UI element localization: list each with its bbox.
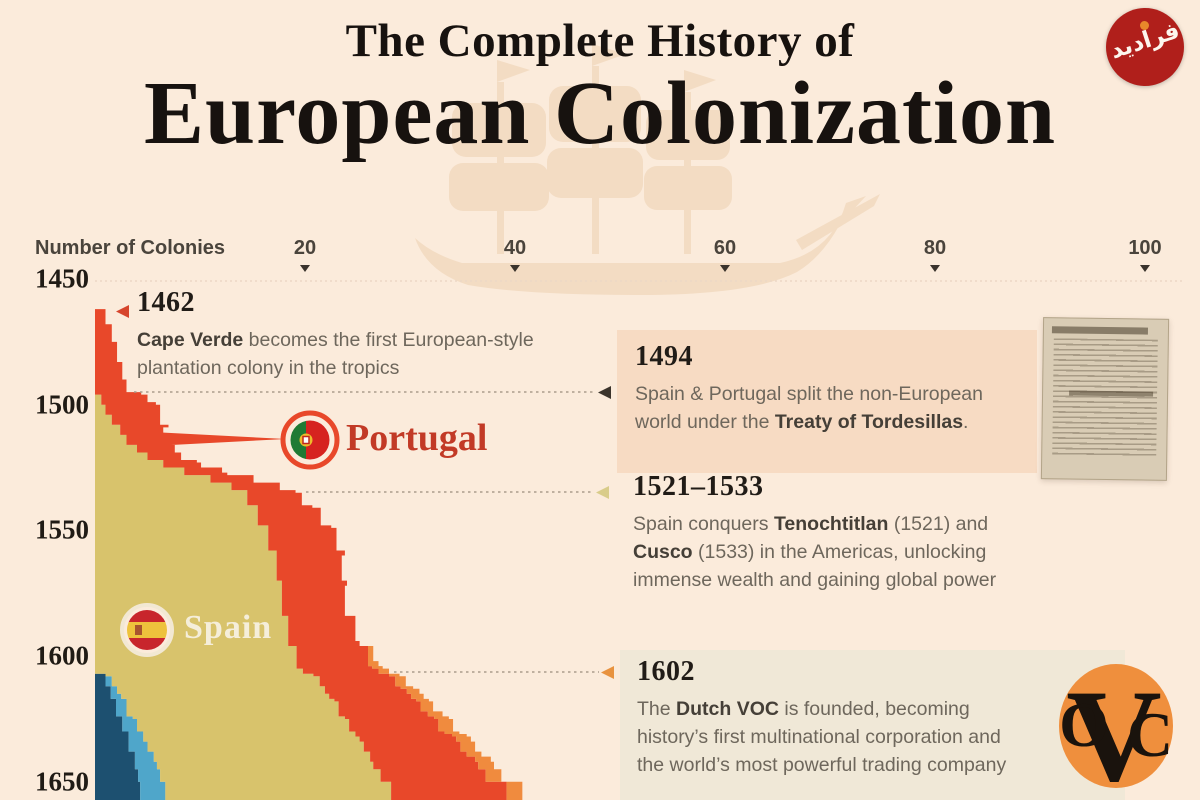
x-tick-40: 40 xyxy=(503,237,527,259)
annotation-a1521: 1521–1533 Spain conquers Tenochtitlan (15… xyxy=(633,471,1093,594)
y-year-1450: 1450 xyxy=(35,263,89,294)
annotation-year: 1602 xyxy=(637,656,695,687)
spain-label: Spain xyxy=(184,609,273,646)
x-tick-arrow-100 xyxy=(1140,265,1150,272)
callout-marker-a1602 xyxy=(601,666,614,679)
annotation-a1602: 1602 The Dutch VOC is founded, becoming hi… xyxy=(637,656,1107,779)
annotation-a1462: 1462 Cape Verde becomes the first Europea… xyxy=(137,287,617,382)
annotation-year: 1521–1533 xyxy=(633,471,764,502)
x-tick-arrow-20 xyxy=(300,265,310,272)
annotation-text-line: world under the Treaty of Tordesillas. xyxy=(635,411,969,433)
annotation-a1494: 1494 Spain & Portugal split the non-Europ… xyxy=(635,341,1035,436)
faradid-logo: فرادید xyxy=(1106,8,1184,86)
annotation-year: 1462 xyxy=(137,287,195,318)
portugal-pointer xyxy=(152,432,286,446)
x-tick-60: 60 xyxy=(713,237,737,259)
callout-marker-a1462 xyxy=(116,305,129,318)
y-year-1500: 1500 xyxy=(35,389,89,420)
callout-box-a1602 xyxy=(620,650,1125,800)
document-text-lines xyxy=(1052,338,1158,458)
document-heading-line xyxy=(1051,326,1149,335)
logo-accent-dot xyxy=(1140,21,1149,30)
x-tick-arrow-80 xyxy=(930,265,940,272)
x-tick-20: 20 xyxy=(293,237,317,259)
annotation-text-line: the world’s most powerful trading compan… xyxy=(637,754,1007,776)
portugal-label: Portugal xyxy=(346,417,488,459)
portugal-flag xyxy=(280,410,340,470)
annotation-text-line: plantation colony in the tropics xyxy=(137,357,400,379)
svg-text:V: V xyxy=(1066,662,1161,800)
annotation-text-line: The Dutch VOC is founded, becoming xyxy=(637,698,970,720)
callout-marker-a1494 xyxy=(598,386,611,399)
callout-marker-a1521 xyxy=(596,486,609,499)
annotation-text-line: Cape Verde becomes the first European-st… xyxy=(137,329,534,351)
callout-box-a1494 xyxy=(617,330,1037,473)
x-tick-80: 80 xyxy=(923,237,947,259)
y-year-1550: 1550 xyxy=(35,514,89,545)
voc-logo: V O C xyxy=(1046,652,1200,800)
x-axis-title: Number of Colonies xyxy=(35,237,226,259)
annotation-year: 1494 xyxy=(635,341,693,372)
treaty-of-tordesillas-document xyxy=(1040,317,1170,481)
y-year-1600: 1600 xyxy=(35,640,89,671)
page-title-line1: The Complete History of xyxy=(345,15,855,67)
annotation-text-line: Spain & Portugal split the non-European xyxy=(635,383,983,405)
annotation-text-line: Spain conquers Tenochtitlan (1521) and xyxy=(633,513,989,535)
svg-text:O: O xyxy=(1059,689,1109,760)
svg-text:C: C xyxy=(1127,699,1173,770)
area-britain xyxy=(95,279,141,800)
x-tick-100: 100 xyxy=(1128,237,1162,259)
spain-flag xyxy=(120,603,174,657)
y-year-1650: 1650 xyxy=(35,766,89,797)
annotation-text-line: immense wealth and gaining global power xyxy=(633,569,997,591)
x-tick-arrow-60 xyxy=(720,265,730,272)
page-title-line2: European Colonization xyxy=(144,64,1056,163)
x-tick-arrow-40 xyxy=(510,265,520,272)
annotation-text-line: history’s first multinational corporatio… xyxy=(637,726,1001,748)
annotation-text-line: Cusco (1533) in the Americas, unlocking xyxy=(633,541,987,563)
